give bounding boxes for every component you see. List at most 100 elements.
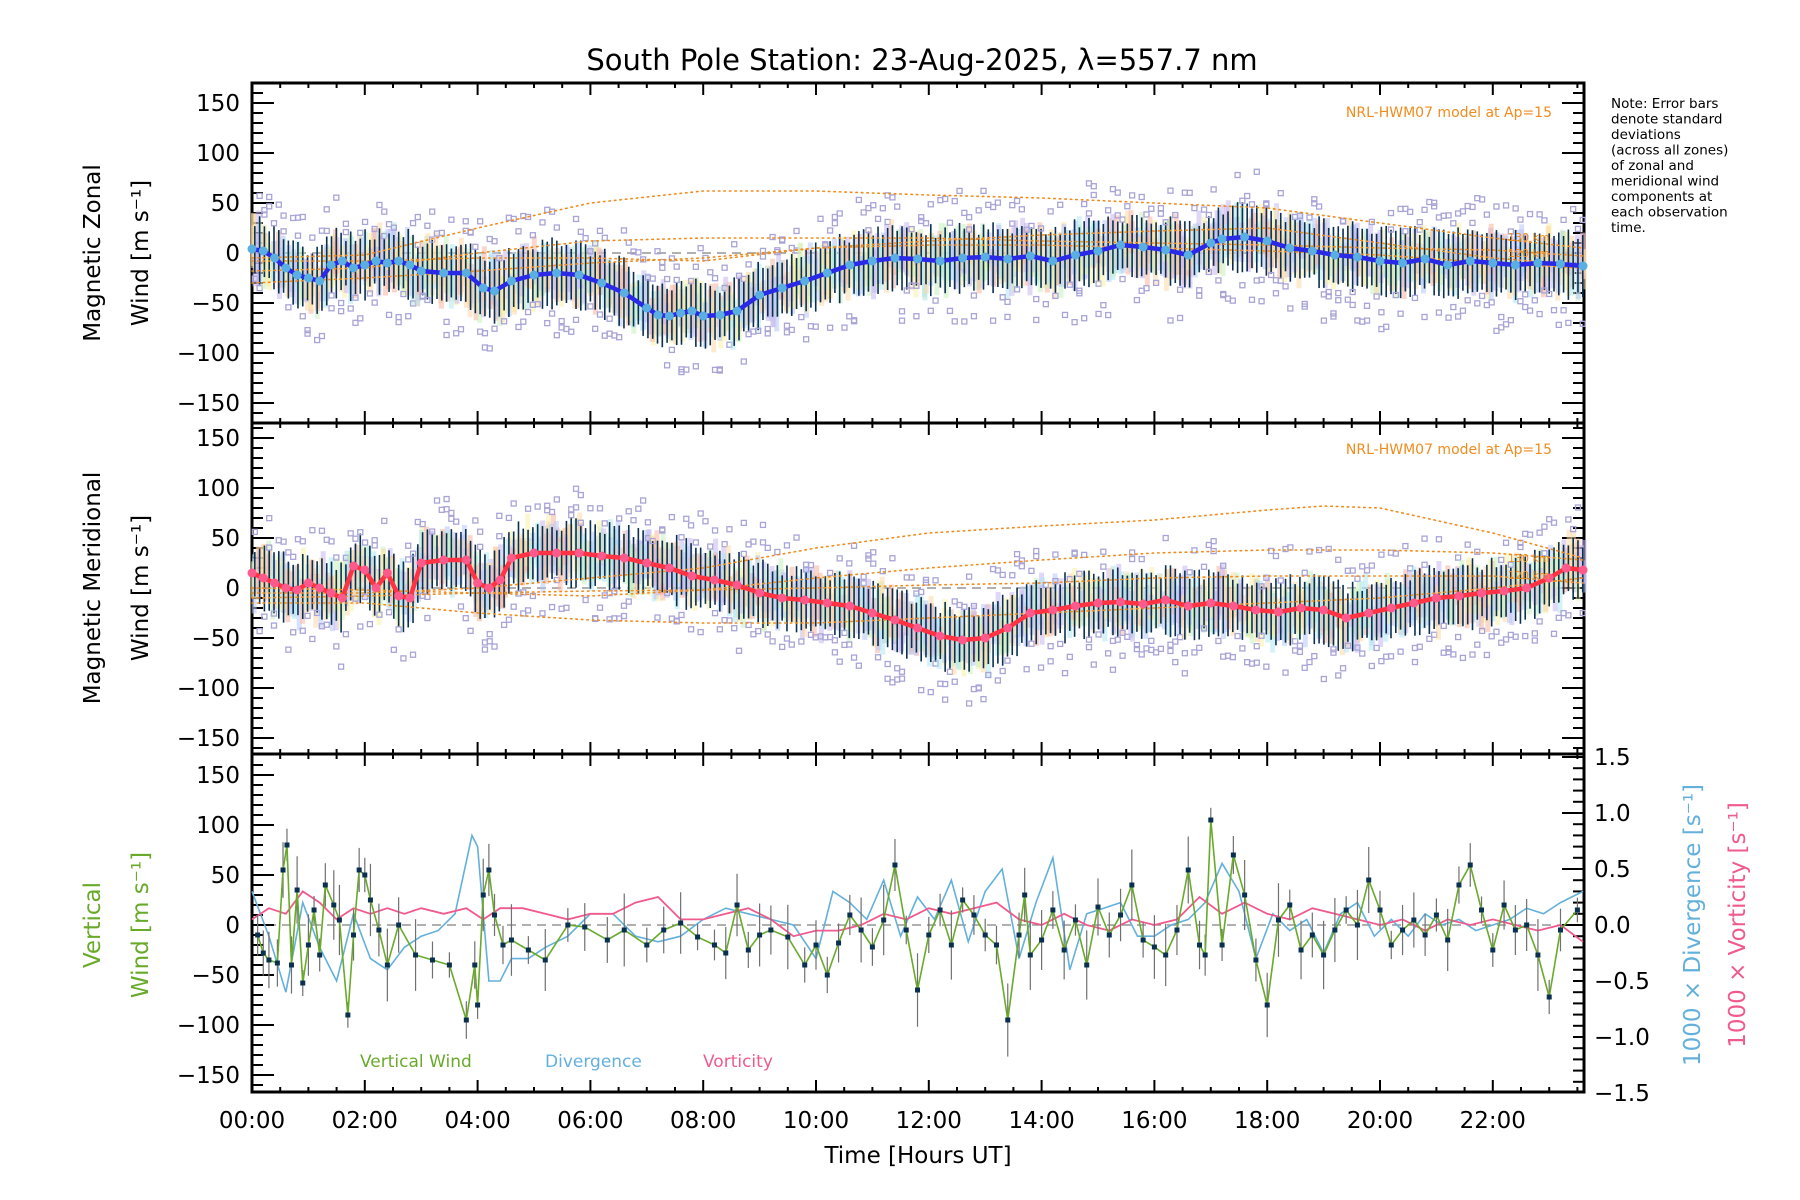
meridional-outlier-point [711,527,719,534]
zonal-zone-band [404,226,410,281]
zonal-outlier-point [438,229,445,237]
meridional-outlier-point [750,538,757,545]
vertical-wind-point [881,917,887,923]
zonal-outlier-point [328,292,335,299]
vertical-wind-point [937,907,943,913]
meridional-outlier-point [553,496,560,503]
zonal-mean-marker [1003,254,1013,264]
vertical-wind-point [384,962,390,968]
vertical-wind-point [1174,927,1180,933]
vertical-wind-point [711,942,717,948]
zonal-mean-marker [1443,260,1453,270]
vertical-wind-point [446,962,452,968]
zonal-outlier-point [1119,275,1126,283]
vertical-wind-point [331,902,337,908]
zonal-zone-band [1512,253,1518,296]
vertical-wind-point [429,957,435,963]
zonal-zone-band [1545,225,1551,277]
meridional-outlier-point [476,543,484,551]
meridional-mean-marker [416,558,426,568]
note-line: meridional wind [1611,174,1719,190]
legend-divergence: Divergence [545,1052,642,1072]
meridional-outlier-point [409,651,417,658]
meridional-mean-marker [1431,593,1441,603]
vertical-wind-point [1332,927,1338,933]
meridional-mean-marker [349,561,359,571]
zonal-outlier-point [1100,302,1107,309]
meridional-outlier-point [860,573,867,580]
zonal-outlier-point [860,209,867,216]
vertical-wind-point [1479,907,1485,913]
meridional-outlier-point [1181,650,1189,657]
meridional-zone-band [687,537,693,589]
meridional-outlier-point [994,677,1002,684]
meridional-outlier-point [510,603,517,610]
zonal-outlier-point [1109,185,1117,193]
vertical-wind-point [824,972,830,978]
zonal-outlier-point [1493,203,1500,210]
zonal-outlier-point [1095,310,1102,318]
zonal-outlier-point [1560,216,1567,224]
zonal-outlier-point [1344,296,1352,303]
vertical-wind-point [1208,817,1214,823]
meridional-outlier-point [826,569,834,577]
meridional-zone-band [756,597,762,618]
meridional-mean-marker [935,631,945,641]
meridional-zone-band [898,607,904,654]
meridional-zone-band [795,577,801,611]
meridional-outlier-point [697,510,704,517]
meridional-outlier-point [342,631,350,638]
meridional-outlier-point [769,638,776,645]
meridional-outlier-point [1071,550,1078,557]
meridional-zone-band [914,593,920,639]
zonal-outlier-point [1013,286,1021,293]
zonal-outlier-point [323,206,330,213]
meridional-outlier-point [1421,535,1428,542]
meridional-outlier-point [1119,629,1126,636]
zonal-outlier-point [376,201,383,209]
zonal-outlier-point [457,326,465,333]
vertical-ylabel-line1: Vertical [80,882,106,968]
meridional-outlier-point [256,627,263,635]
vertical-wind-point [1557,927,1563,933]
zonal-outlier-point [476,218,484,225]
meridional-mean-marker [777,593,787,603]
zonal-zone-band [251,213,257,268]
zonal-mean-marker [1048,256,1058,266]
meridional-outlier-point [357,623,364,630]
zonal-mean-marker [1025,251,1035,261]
zonal-zone-band [560,262,566,292]
zonal-zone-band [539,253,545,275]
meridional-outlier-point [280,538,287,545]
zonal-outlier-point [524,308,532,316]
meridional-outlier-point [668,513,676,521]
meridional-outlier-point [1344,642,1352,649]
meridional-outlier-point [544,502,551,509]
zonal-outlier-point [419,293,426,300]
zonal-zone-band [1018,228,1024,260]
meridional-zone-band [1502,586,1508,617]
zonal-zone-band [1480,256,1486,283]
vertical-wind-point [621,927,627,933]
zonal-zone-band [866,245,872,296]
vertical-wind-point [960,897,966,903]
vertical-wind-point [472,962,478,968]
meridional-outlier-point [476,528,484,535]
meridional-outlier-point [855,662,863,669]
zonal-zone-band [737,274,743,318]
meridional-zone-band [1164,568,1170,608]
x-tick-label: 06:00 [557,1108,623,1134]
zonal-outlier-point [1205,268,1212,276]
x-tick-label: 22:00 [1460,1108,1526,1134]
vertical-wind-point [1072,917,1078,923]
meridional-outlier-point [1296,642,1304,649]
zonal-outlier-point [328,305,335,312]
meridional-outlier-point [1474,641,1481,648]
meridional-outlier-point [1378,658,1385,665]
meridional-outlier-point [1579,609,1586,617]
zonal-outlier-point [989,317,997,324]
meridional-outlier-point [405,542,412,549]
zonal-outlier-point [879,205,886,212]
meridional-outlier-point [371,537,378,544]
meridional-outlier-point [884,660,891,668]
